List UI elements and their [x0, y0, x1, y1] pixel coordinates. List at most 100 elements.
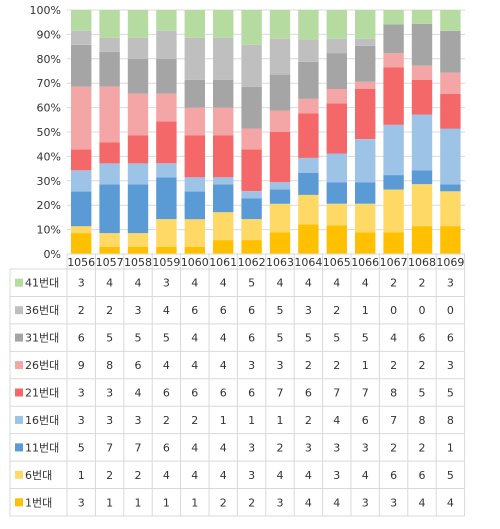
table-cell-value: 2: [106, 304, 113, 317]
table-cell-value: 6: [419, 469, 426, 482]
table-cell-value: 6: [248, 332, 255, 345]
category-label: 1059: [152, 256, 180, 269]
table-cell-value: 5: [419, 387, 426, 400]
bar-segment: [99, 233, 120, 247]
table-cell-value: 5: [305, 332, 312, 345]
bar-segment: [383, 124, 404, 175]
legend-key: [15, 306, 23, 315]
series-label: 1번대: [25, 496, 52, 509]
bar-segment: [241, 198, 262, 220]
table-cell-value: 0: [390, 304, 397, 317]
bar-segment: [440, 72, 461, 94]
table-cell-value: 7: [135, 441, 142, 454]
table-cell-value: 3: [78, 496, 85, 509]
table-cell-value: 3: [78, 414, 85, 427]
bar-segment: [411, 10, 433, 24]
bar-segment: [355, 81, 376, 89]
table-cell-value: 3: [447, 359, 454, 372]
table-cell-value: 3: [135, 414, 142, 427]
bar-segment: [184, 135, 205, 178]
table-cell-value: 1: [78, 469, 85, 482]
bar-segment: [355, 139, 376, 183]
bar-segment: [213, 240, 234, 254]
table-cell-value: 1: [248, 414, 255, 427]
bar-segment: [411, 170, 433, 185]
table-cell-value: 3: [362, 496, 369, 509]
table-cell-value: 6: [135, 359, 142, 372]
bar-segment: [298, 10, 319, 40]
table-cell-value: 6: [362, 414, 369, 427]
table-cell-value: 3: [333, 441, 340, 454]
bar-segment: [411, 79, 433, 115]
table-cell-value: 4: [333, 496, 340, 509]
bar-segment: [99, 142, 120, 164]
bar-segment: [156, 10, 177, 31]
table-cell-value: 2: [135, 469, 142, 482]
table-cell-value: 5: [277, 304, 284, 317]
table-cell-value: 4: [390, 332, 397, 345]
bar-segment: [71, 10, 92, 31]
bar-segment: [127, 163, 149, 185]
bar-segment: [326, 10, 347, 39]
bar-segment: [440, 10, 461, 31]
table-cell-value: 4: [447, 496, 454, 509]
bar-segment: [99, 184, 120, 234]
bar-segment: [127, 247, 149, 254]
table-cell-value: 1: [277, 414, 284, 427]
series-label: 21번대: [25, 387, 59, 400]
bar-segment: [99, 51, 120, 87]
table-cell-value: 3: [106, 414, 113, 427]
bar-segment: [326, 53, 347, 89]
bar-segment: [127, 93, 149, 136]
table-cell-value: 4: [305, 469, 312, 482]
bar-segment: [269, 74, 291, 111]
bar-segment: [213, 79, 234, 108]
table-cell-value: 2: [390, 441, 397, 454]
bar-segment: [298, 39, 319, 62]
bar-segment: [184, 177, 205, 192]
category-label: 1062: [238, 256, 266, 269]
bar-segment: [298, 224, 319, 254]
series-label: 11번대: [25, 441, 59, 454]
bar-segment: [156, 219, 177, 247]
table-cell-value: 4: [277, 469, 284, 482]
table-cell-value: 6: [390, 469, 397, 482]
table-cell-value: 1: [135, 496, 142, 509]
y-tick-label: 20%: [37, 199, 61, 212]
bar-segment: [383, 10, 404, 25]
table-cell-value: 4: [220, 441, 227, 454]
table-cell-value: 5: [333, 332, 340, 345]
table-cell-value: 2: [106, 469, 113, 482]
table-cell-value: 6: [220, 387, 227, 400]
bar-segment: [99, 37, 120, 52]
table-cell-value: 4: [191, 469, 198, 482]
bar-segment: [99, 86, 120, 143]
y-tick-label: 30%: [37, 175, 61, 188]
table-cell-value: 2: [305, 359, 312, 372]
table-cell-value: 4: [135, 277, 142, 290]
category-label: 1063: [266, 256, 294, 269]
bar-segment: [440, 191, 461, 227]
bar-segment: [213, 184, 234, 213]
table-cell-value: 3: [447, 277, 454, 290]
table-cell-value: 4: [305, 496, 312, 509]
y-tick-label: 0%: [44, 248, 61, 261]
category-label: 1066: [351, 256, 379, 269]
table-cell-value: 5: [248, 277, 255, 290]
table-cell-value: 3: [248, 359, 255, 372]
bar-segment: [156, 93, 177, 122]
legend-key: [15, 443, 23, 452]
table-cell-value: 5: [277, 332, 284, 345]
table-cell-value: 3: [362, 441, 369, 454]
table-cell-value: 6: [163, 441, 170, 454]
table-cell-value: 4: [106, 277, 113, 290]
bar-segment: [127, 233, 149, 247]
bar-segment: [127, 10, 149, 38]
y-tick-label: 60%: [37, 102, 61, 115]
y-tick-label: 10%: [37, 224, 61, 237]
table-cell-value: 5: [106, 332, 113, 345]
table-cell-value: 6: [191, 387, 198, 400]
table-cell-value: 2: [419, 277, 426, 290]
table-cell-value: 3: [78, 387, 85, 400]
table-cell-value: 6: [305, 387, 312, 400]
